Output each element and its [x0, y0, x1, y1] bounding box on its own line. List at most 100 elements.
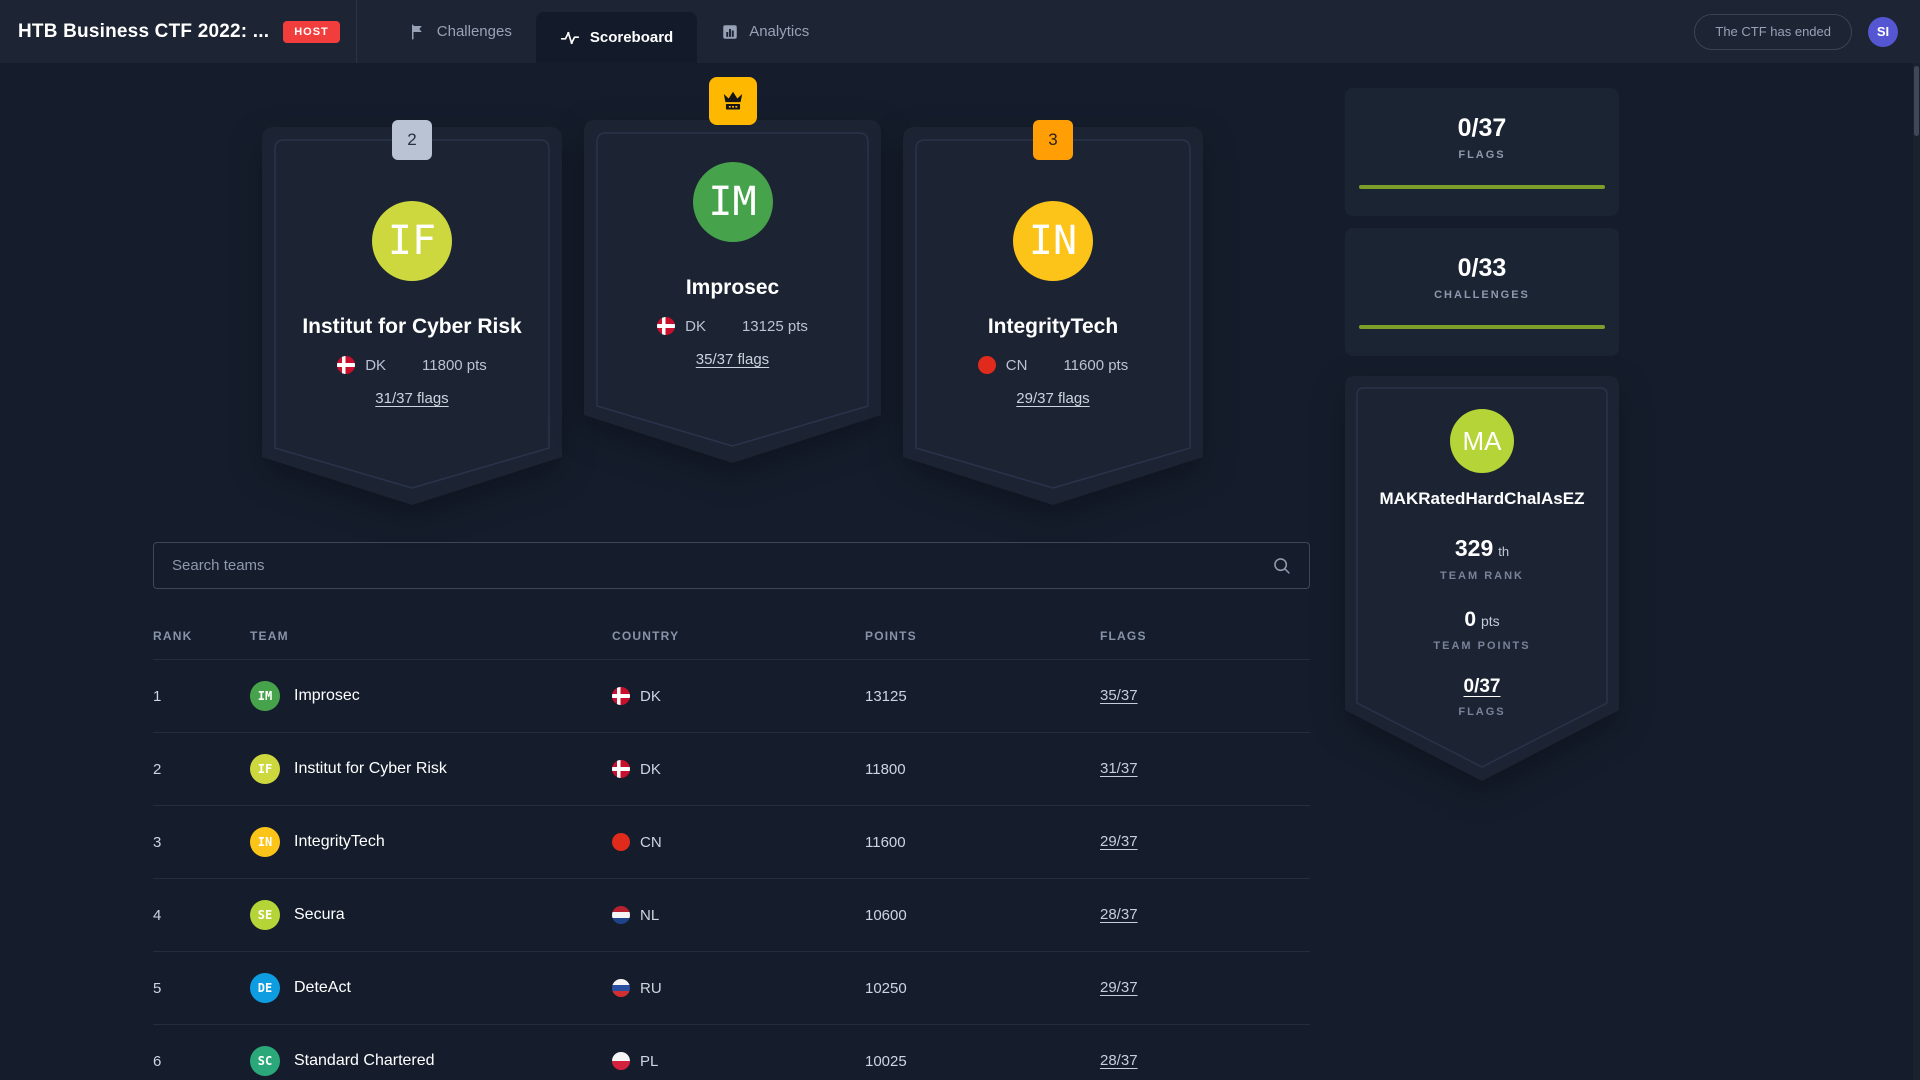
- country-code: DK: [685, 317, 706, 335]
- row-team-cell: DE DeteAct: [250, 973, 612, 1003]
- flags-stat-label: FLAGS: [1458, 149, 1506, 161]
- table-row: 6 SC Standard Chartered PL 10025 28/37: [153, 1025, 1310, 1080]
- row-team-avatar: DE: [250, 973, 280, 1003]
- header-country: COUNTRY: [612, 628, 680, 643]
- row-team-name: Institut for Cyber Risk: [294, 760, 447, 777]
- flag-icon: [409, 23, 427, 41]
- flags-stat-card: 0/37 FLAGS: [1345, 88, 1619, 216]
- country-flag-icon: [977, 356, 996, 374]
- row-country-flag-icon: [612, 687, 630, 705]
- my-team-points: 0 pts: [1464, 608, 1499, 632]
- row-points: 13125: [865, 687, 907, 705]
- team-points: 11600 pts: [1063, 356, 1129, 374]
- team-meta: CN 11600 pts: [977, 356, 1129, 374]
- tab-challenges[interactable]: Challenges: [385, 0, 536, 63]
- row-country-flag-icon: [612, 979, 630, 997]
- flags-progress-bar: [1359, 185, 1605, 189]
- team-meta: DK 13125 pts: [657, 317, 808, 335]
- row-flags-link[interactable]: 35/37: [1100, 687, 1138, 704]
- row-team-avatar: IN: [250, 827, 280, 857]
- header-team: TEAM: [250, 628, 289, 643]
- my-team-rank-value: 329: [1454, 535, 1494, 561]
- row-country-code: PL: [640, 1052, 659, 1070]
- row-flags-link[interactable]: 29/37: [1100, 833, 1138, 850]
- row-flags-cell: 35/37: [1100, 687, 1310, 705]
- team-avatar: IF: [372, 201, 452, 281]
- row-team-avatar: IF: [250, 754, 280, 784]
- row-country-flag-icon: [612, 906, 630, 924]
- crown-icon: [720, 88, 746, 114]
- challenges-stat-card: 0/33 CHALLENGES: [1345, 228, 1619, 356]
- my-team-avatar: MA: [1450, 409, 1514, 473]
- country-flag-icon: [657, 317, 676, 335]
- row-team-cell: IN IntegrityTech: [250, 827, 612, 857]
- tab-analytics[interactable]: Analytics: [697, 0, 833, 63]
- row-country-code: RU: [640, 979, 662, 997]
- navbar-right: The CTF has ended SI: [1694, 0, 1920, 63]
- table-row: 4 SE Secura NL 10600 28/37: [153, 879, 1310, 952]
- row-country-code: DK: [640, 687, 661, 705]
- row-flags-cell: 29/37: [1100, 979, 1310, 997]
- row-country-code: CN: [640, 833, 662, 851]
- row-flags-link[interactable]: 28/37: [1100, 1052, 1138, 1069]
- country-code: DK: [365, 356, 387, 374]
- navbar: HTB Business CTF 2022: ... HOST Challeng…: [0, 0, 1920, 63]
- search-input[interactable]: [154, 557, 1271, 574]
- row-country-cell: PL: [612, 1052, 865, 1070]
- bar-chart-icon: [721, 23, 739, 41]
- row-country-cell: RU: [612, 979, 865, 997]
- team-flags-link[interactable]: 29/37 flags: [1016, 390, 1090, 407]
- tab-scoreboard[interactable]: Scoreboard: [535, 12, 698, 63]
- teams-table: RANK TEAM COUNTRY POINTS FLAGS 1 IM Impr…: [153, 612, 1310, 1080]
- my-team-flags-link[interactable]: 0/37: [1463, 676, 1501, 697]
- scrollbar-track: [1913, 63, 1920, 1080]
- row-points: 11600: [865, 833, 906, 851]
- row-rank: 5: [153, 979, 162, 997]
- row-team-name: Standard Chartered: [294, 1052, 435, 1069]
- challenges-stat-value: 0/33: [1457, 254, 1507, 282]
- scrollbar-thumb[interactable]: [1914, 66, 1919, 136]
- row-flags-cell: 31/37: [1100, 760, 1310, 778]
- row-team-cell: SE Secura: [250, 900, 612, 930]
- rank-3-badge: 3: [1033, 120, 1073, 160]
- row-flags-link[interactable]: 28/37: [1100, 906, 1138, 923]
- first-place-crown-badge: [708, 77, 757, 125]
- my-team-points-suffix: pts: [1481, 613, 1500, 629]
- my-team-rank-suffix: th: [1498, 544, 1510, 559]
- challenges-stat-label: CHALLENGES: [1434, 289, 1530, 301]
- flags-stat-value: 0/37: [1457, 114, 1507, 142]
- row-country-cell: DK: [612, 687, 865, 705]
- row-flags-link[interactable]: 29/37: [1100, 979, 1138, 996]
- user-avatar[interactable]: SI: [1868, 16, 1898, 47]
- row-team-avatar: SE: [250, 900, 280, 930]
- event-title: HTB Business CTF 2022: ...: [18, 20, 270, 42]
- row-flags-cell: 28/37: [1100, 906, 1310, 924]
- tab-scoreboard-label: Scoreboard: [589, 29, 674, 46]
- challenges-progress-bar: [1359, 325, 1605, 329]
- row-country-cell: NL: [612, 906, 865, 924]
- table-row: 3 IN IntegrityTech CN 11600 29/37: [153, 806, 1310, 879]
- ctf-ended-pill[interactable]: The CTF has ended: [1694, 13, 1852, 50]
- row-country-code: DK: [640, 760, 661, 778]
- row-country-flag-icon: [612, 760, 630, 778]
- my-team-name: MAKRatedHardChalAsEZ: [1379, 489, 1585, 508]
- podium-card-second: 2 IF Institut for Cyber Risk DK 11800 pt…: [262, 120, 562, 505]
- team-name: Institut for Cyber Risk: [302, 315, 522, 338]
- podium-card-first: IM Improsec DK 13125 pts 35/37 flags: [584, 77, 881, 463]
- row-team-name: Improsec: [294, 687, 360, 704]
- row-team-name: IntegrityTech: [294, 833, 385, 850]
- team-points: 11800 pts: [422, 356, 487, 374]
- team-flags-link[interactable]: 31/37 flags: [375, 390, 449, 407]
- navbar-divider: [355, 0, 357, 63]
- row-team-cell: IF Institut for Cyber Risk: [250, 754, 612, 784]
- country-code: CN: [1005, 356, 1028, 374]
- my-team-rank: 329 th: [1455, 535, 1509, 562]
- row-team-name: DeteAct: [294, 979, 351, 996]
- row-flags-cell: 28/37: [1100, 1052, 1310, 1070]
- row-rank: 6: [153, 1052, 162, 1070]
- team-flags-link[interactable]: 35/37 flags: [695, 351, 770, 368]
- rank-2-badge: 2: [392, 120, 432, 160]
- row-flags-link[interactable]: 31/37: [1100, 760, 1138, 777]
- row-points: 11800: [865, 760, 906, 778]
